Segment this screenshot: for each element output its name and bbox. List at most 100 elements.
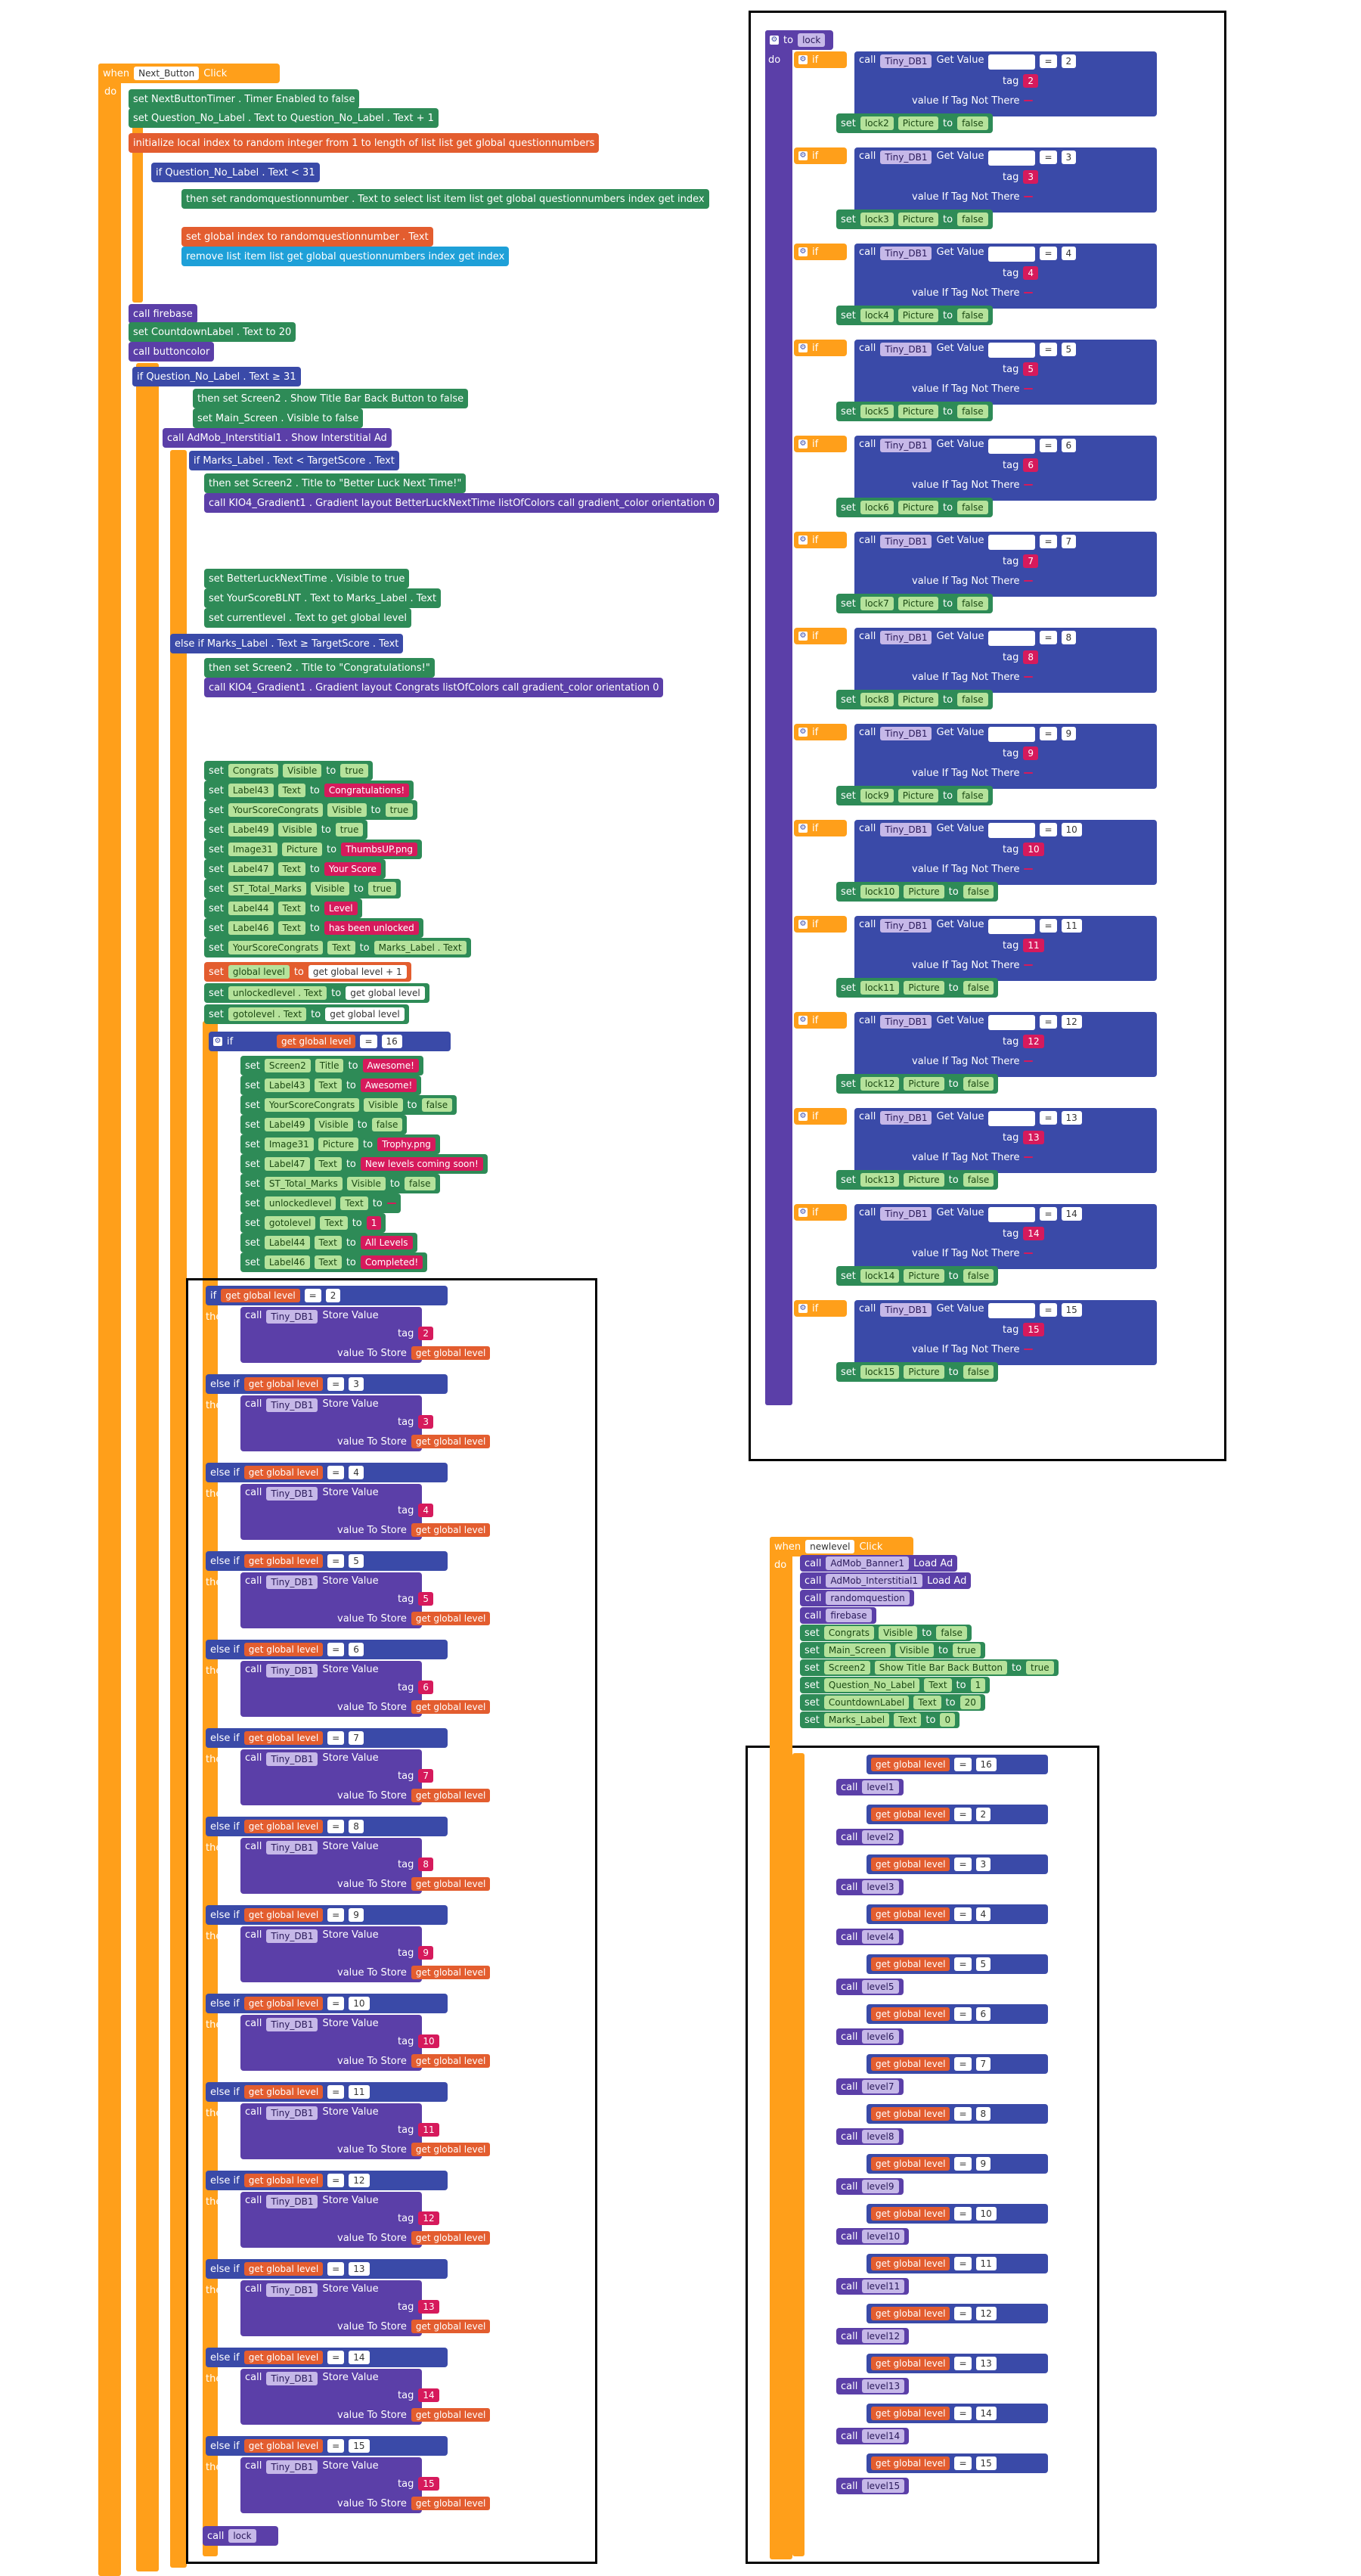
level16_sets-set-block[interactable]: set Screen2 Title to Awesome! [240, 1056, 423, 1075]
newlevel-call-block[interactable]: call level13 [836, 2378, 910, 2394]
get-value-block[interactable]: call Tiny_DB1 Get Value = 14 [854, 1204, 1157, 1269]
store-value-block[interactable]: call Tiny_DB1 Store Value [240, 2015, 422, 2071]
lock-component[interactable]: lock7 [860, 597, 894, 610]
congrats_sets-component[interactable]: Image31 [228, 843, 277, 856]
newlevel-component[interactable]: Main_Screen [823, 1643, 891, 1657]
newlevel-call-block[interactable]: call level14 [836, 2428, 910, 2444]
get-value-block[interactable]: call Tiny_DB1 Get Value = 8 [854, 628, 1157, 693]
newlevel-line-block[interactable]: set Marks_Label Text to 0 [800, 1712, 960, 1728]
level16_sets-component[interactable]: Label49 [264, 1118, 310, 1131]
congrats_sets-set-block[interactable]: set Label46 Text to has been unlocked [204, 918, 423, 938]
get-value-block[interactable]: call Tiny_DB1 Get Value = 2 [854, 51, 1157, 116]
lock-set-block[interactable]: set lock6 Picture to false [836, 498, 993, 517]
newlevel-if-block[interactable]: get global level = 7 [867, 2054, 1048, 2074]
newlevel-call-block[interactable]: call level12 [836, 2328, 910, 2345]
lock-set-block[interactable]: set lock7 Picture to false [836, 594, 993, 613]
picture-prop[interactable]: Picture [904, 1269, 944, 1283]
lock-if-block[interactable]: ⚙ if [794, 340, 847, 356]
next-button-click-event[interactable]: when Next_Button Click do set NextButton… [0, 0, 756, 2576]
congrats_sets-component[interactable]: Congrats [228, 764, 279, 777]
newlevel-if-block[interactable]: get global level = 6 [867, 2004, 1048, 2024]
newlevel-call-block[interactable]: call level3 [836, 1879, 904, 1895]
congrats_sets-property[interactable]: Picture [281, 843, 323, 856]
lock-if-block[interactable]: ⚙ if [794, 1204, 847, 1221]
newlevel-component[interactable]: Screen2 [823, 1661, 870, 1674]
newlevel-property[interactable]: Show Title Bar Back Button [874, 1661, 1007, 1674]
gear-icon[interactable]: ⚙ [798, 535, 808, 545]
next-line-block[interactable]: set Main_Screen . Visible to false [193, 408, 364, 428]
lock-proc-name[interactable]: lock [798, 33, 826, 47]
congrats_sets-component[interactable]: YourScoreCongrats [228, 803, 324, 817]
level16_sets-property[interactable]: Picture [318, 1137, 359, 1151]
gear-icon[interactable]: ⚙ [798, 1016, 808, 1025]
store-if-block[interactable]: else if get global level = 10 [206, 1994, 448, 2013]
lock-set-block[interactable]: set lock15 Picture to false [836, 1362, 999, 1382]
gear-icon[interactable]: ⚙ [798, 343, 808, 352]
newlevel-line-block[interactable]: call AdMob_Interstitial1 Load Ad [800, 1572, 972, 1589]
lock-component[interactable]: lock2 [860, 116, 894, 130]
lock-proc-header[interactable]: ⚙ to lock [765, 30, 833, 50]
level16_sets-component[interactable]: Label44 [264, 1236, 310, 1249]
newlevel-call-block[interactable]: call level5 [836, 1979, 904, 1995]
newlevel-property[interactable]: Visible [894, 1643, 934, 1657]
lock-if-block[interactable]: ⚙ if [794, 244, 847, 260]
level16_sets-set-block[interactable]: set unlockedlevel Text to [240, 1193, 401, 1213]
lock-component[interactable]: lock15 [860, 1365, 900, 1379]
picture-prop[interactable]: Picture [904, 1365, 944, 1379]
level16_sets-set-block[interactable]: set Label49 Visible to false [240, 1115, 408, 1134]
next-line-block[interactable]: if Question_No_Label . Text ≥ 31 [132, 367, 301, 386]
congrats_sets-component[interactable]: ST_Total_Marks [228, 882, 306, 895]
level16_sets-component[interactable]: Label46 [264, 1255, 310, 1269]
gear-icon[interactable]: ⚙ [798, 1208, 808, 1217]
store-value-block[interactable]: call Tiny_DB1 Store Value [240, 2457, 422, 2513]
store-value-block[interactable]: call Tiny_DB1 Store Value [240, 2369, 422, 2425]
lock-set-block[interactable]: set lock10 Picture to false [836, 882, 999, 902]
store-if-block[interactable]: else if get global level = 9 [206, 1905, 448, 1925]
next-line-block[interactable]: then set Screen2 . Show Title Bar Back B… [193, 389, 469, 408]
level16_sets-component[interactable]: Label43 [264, 1079, 310, 1092]
newlevel-component[interactable]: randomquestion [826, 1591, 910, 1605]
level16_sets-property[interactable]: Text [314, 1157, 342, 1171]
congrats_sets-property[interactable]: Text [327, 941, 355, 954]
congrats_sets-set-block[interactable]: set Congrats Visible to true [204, 761, 373, 781]
get-value-block[interactable]: call Tiny_DB1 Get Value = 15 [854, 1300, 1157, 1365]
congrats_sets-component[interactable]: Label43 [228, 784, 274, 797]
lock-if-block[interactable]: ⚙ if [794, 1300, 847, 1317]
next-line-block[interactable]: set YourScoreBLNT . Text to Marks_Label … [204, 588, 442, 608]
lock-set-block[interactable]: set lock4 Picture to false [836, 306, 993, 325]
level16_sets-property[interactable]: Text [314, 1236, 342, 1249]
picture-prop[interactable]: Picture [898, 693, 939, 706]
newlevel-call-block[interactable]: call level2 [836, 1829, 904, 1845]
newlevel-call-block[interactable]: call level9 [836, 2178, 904, 2195]
store-value-block[interactable]: call Tiny_DB1 Store Value [240, 1926, 422, 1982]
store-if-block[interactable]: else if get global level = 4 [206, 1463, 448, 1482]
level16_sets-property[interactable]: Title [315, 1059, 344, 1072]
newlevel-component[interactable]: AdMob_Interstitial1 [826, 1574, 923, 1587]
level16_sets-set-block[interactable]: set ST_Total_Marks Visible to false [240, 1174, 440, 1193]
picture-prop[interactable]: Picture [898, 501, 939, 514]
newlevel-component[interactable]: AdMob_Banner1 [826, 1556, 910, 1570]
lock-component[interactable]: lock4 [860, 309, 894, 322]
congrats_sets-component[interactable]: YourScoreCongrats [228, 941, 324, 954]
lock-if-block[interactable]: ⚙ if [794, 436, 847, 452]
store-if-block[interactable]: else if get global level = 12 [206, 2171, 448, 2190]
lock-component[interactable]: lock5 [860, 405, 894, 418]
store-value-block[interactable]: call Tiny_DB1 Store Value [240, 1572, 422, 1628]
lock-if-block[interactable]: ⚙ if [794, 724, 847, 740]
newlevel-property[interactable]: Text [913, 1696, 941, 1709]
lock-if-block[interactable]: ⚙ if [794, 916, 847, 933]
store-if-block[interactable]: else if get global level = 7 [206, 1728, 448, 1748]
level16_sets-set-block[interactable]: set Image31 Picture to Trophy.png [240, 1134, 440, 1154]
get-value-block[interactable]: call Tiny_DB1 Get Value = 7 [854, 532, 1157, 597]
next-line-block[interactable]: if Question_No_Label . Text < 31 [151, 163, 320, 182]
congrats_sets-component[interactable]: Label49 [228, 823, 274, 836]
level16_sets-component[interactable]: unlockedlevel [264, 1196, 336, 1210]
gear-icon[interactable]: ⚙ [798, 439, 808, 448]
congrats_sets-component[interactable]: Label47 [228, 862, 274, 876]
congrats_sets-component[interactable]: Label46 [228, 921, 274, 935]
congrats_sets-property[interactable]: Visible [327, 803, 367, 817]
newlevel-call-block[interactable]: call level10 [836, 2228, 910, 2245]
lock-component[interactable]: lock14 [860, 1269, 900, 1283]
picture-prop[interactable]: Picture [898, 405, 939, 418]
